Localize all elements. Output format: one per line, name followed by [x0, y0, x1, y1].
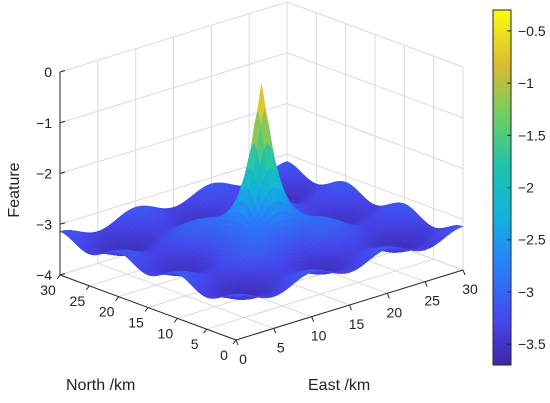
x-tick-label-5: 25: [424, 293, 440, 309]
y-tick-mark-6: [56, 274, 61, 280]
x-tick-mark-6: [462, 269, 466, 276]
x-axis-label: East /km: [308, 377, 370, 394]
colorbar: −0.5 −1 −1.5 −2 −2.5 −3 −3.5: [492, 9, 546, 366]
x-tick-label-4: 20: [387, 304, 403, 320]
colorbar-tick-label-3: −2: [518, 180, 534, 196]
x-tick-mark-4: [386, 293, 390, 299]
y-tick-label-5: 25: [70, 293, 86, 309]
y-tick-label-4: 20: [99, 304, 115, 320]
axis-ticks: 0 −1 −2 −3 −4 0 5 10 15 20 25 30 0 5 10 15 20 25 30: [36, 64, 478, 367]
z-tick-label-2: −2: [36, 166, 52, 182]
y-tick-label-3: 15: [128, 315, 144, 331]
z-tick-label-1: −1: [36, 115, 52, 131]
z-tick-label-0: 0: [44, 64, 52, 80]
colorbar-tick-label-1: −1: [518, 75, 534, 91]
x-tick-label-1: 5: [277, 339, 285, 355]
grid-line-z-0: [59, 1, 464, 73]
colorbar-tick-label-2: −1.5: [518, 127, 546, 143]
z-tick-mark-4: [59, 273, 66, 276]
y-tick-mark-2: [173, 318, 178, 323]
z-tick-mark-1: [59, 120, 66, 124]
z-tick-mark-2: [59, 171, 66, 174]
y-tick-label-2: 10: [158, 325, 174, 341]
colorbar-tick-label-5: −3: [518, 284, 534, 300]
z-axis-label: Feature: [6, 162, 23, 217]
grid-line-floor-y-1: [206, 258, 434, 330]
y-axis-label: North /km: [66, 377, 135, 394]
z-tick-mark-3: [59, 222, 66, 225]
x-tick-label-0: 0: [239, 351, 247, 367]
colorbar-tick-label-4: −2.5: [518, 232, 546, 248]
x-tick-mark-1: [273, 328, 277, 334]
y-tick-mark-3: [144, 307, 149, 312]
z-tick-label-4: −4: [36, 267, 52, 283]
x-tick-label-2: 10: [311, 328, 327, 344]
colorbar-tick-label-0: −0.5: [518, 23, 546, 39]
x-tick-mark-2: [311, 316, 315, 322]
z-tick-label-3: −3: [36, 216, 52, 232]
surface-cell: [232, 294, 241, 297]
y-tick-label-6: 30: [40, 282, 56, 298]
x-tick-mark-5: [424, 281, 428, 287]
y-tick-label-1: 5: [191, 336, 199, 352]
y-tick-mark-4: [115, 296, 120, 301]
y-tick-label-0: 0: [220, 347, 228, 363]
x-tick-mark-3: [349, 304, 352, 311]
z-tick-mark-0: [59, 70, 66, 73]
y-tick-mark-0: [232, 339, 237, 345]
x-tick-mark-0: [235, 339, 239, 346]
y-tick-mark-1: [203, 328, 208, 334]
x-tick-label-6: 30: [462, 281, 478, 297]
y-tick-mark-5: [85, 285, 90, 291]
colorbar-tick-label-6: −3.5: [518, 336, 546, 352]
surface-mesh: [59, 84, 464, 300]
x-tick-label-3: 15: [349, 316, 365, 332]
